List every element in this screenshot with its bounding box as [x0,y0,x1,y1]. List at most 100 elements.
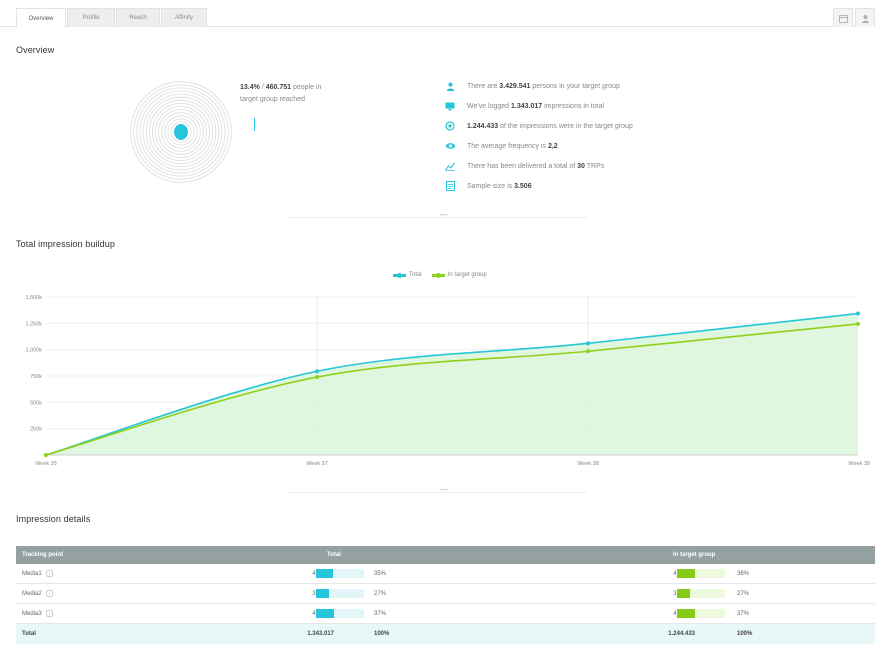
total-share-fill [316,589,330,598]
reach-ring [148,99,214,165]
row-target-percent: 36% [737,571,750,577]
collapse-handle[interactable]: ••• [440,213,448,219]
reach-ring [155,106,207,158]
y-tick-label: 1,250k [25,321,42,327]
row-total-percent: 27% [374,591,387,597]
reach-dot [174,124,188,140]
data-point-total[interactable] [856,311,860,316]
stat-sample-size: Sample size is 3.506 [444,180,532,192]
total-percent: 100% [374,631,390,637]
calendar-icon [838,14,848,23]
target-share-fill [677,569,695,578]
x-tick-label: Week 35 [35,461,57,467]
data-point-target[interactable] [856,321,860,326]
stat-text: Sample size is 3.506 [467,182,532,190]
tab-overview[interactable]: Overview [16,8,66,28]
reach-summary: 13.4% / 460.751 people in target group r… [240,82,340,106]
legend-item-total[interactable]: Total [393,272,422,278]
document-icon [444,180,456,192]
target-share-fill [677,609,695,618]
data-point-total[interactable] [586,341,590,346]
series-line-target [45,323,859,456]
reach-ring [133,84,229,180]
stat-text: We've logged 1.343.017 impressions in to… [467,102,605,110]
data-point-total[interactable] [315,369,319,374]
calendar-button[interactable] [833,8,853,27]
legend-swatch-target [431,272,445,278]
target-share-fill [677,589,691,598]
reach-ring [151,102,211,162]
stat-text: The average frequency is 2,2 [467,142,558,150]
row-target-percent: 37% [737,611,750,617]
tab-reach[interactable]: Reach [116,8,160,27]
stat-target-impressions: 1.244.433 of the impressions were in the… [444,120,633,132]
user-icon [861,14,869,23]
info-icon[interactable]: i [46,610,53,617]
reach-ring [167,118,195,146]
x-tick-label: Week 38 [577,461,599,467]
chart-legend: Total In target group [393,272,487,278]
reach-ring [145,96,217,168]
reach-count: 460.751 [265,84,292,91]
legend-swatch-total [393,272,406,278]
info-icon[interactable]: i [46,590,53,597]
reach-ring [164,115,198,149]
tab-bar: Overview Profile Reach Affinity [0,0,875,28]
total-share-bar [316,609,364,618]
reach-ring [139,90,223,174]
row-target-percent: 27% [737,591,750,597]
stat-frequency: The average frequency is 2,2 [444,140,558,152]
reach-ring [158,109,204,155]
target-icon [444,120,456,132]
reach-indicator [254,118,255,131]
user-button[interactable] [855,8,875,27]
header-in-target-group[interactable]: In target group [673,552,716,558]
row-total-percent: 37% [374,611,387,617]
reach-ring [136,87,226,177]
legend-item-target[interactable]: In target group [431,272,487,278]
legend-label-target: In target group [447,272,487,278]
row-total-percent: 35% [374,571,387,577]
y-tick-label: 250k [30,427,42,433]
tab-profile[interactable]: Profile [67,8,115,27]
target-share-bar [677,589,725,598]
monitor-icon [444,100,456,112]
tab-affinity[interactable]: Affinity [161,8,207,27]
eye-icon [444,140,456,152]
x-tick-label: Week 37 [306,461,328,467]
total-share-fill [316,609,334,618]
total-share-fill [316,569,334,578]
stat-text: There are 3.429.541 persons in your targ… [467,82,620,90]
table-total-row: Total 1.343.017 100% 1.244.433 100% [16,624,875,644]
reach-percent: 13.4% [240,84,260,91]
series-line-total [45,312,859,456]
impression-details-table: Tracking point Total In target group Med… [16,546,875,644]
section-divider [287,492,587,493]
row-tracking-point: Media1 [22,571,42,577]
reach-ring [130,81,232,183]
stat-trps: There has been delivered a total of 30 T… [444,160,604,172]
total-label: Total [22,631,36,637]
buildup-heading: Total impression buildup [16,239,115,249]
total-impressions: 1.343.017 [307,631,334,637]
header-total[interactable]: Total [327,552,341,558]
stat-text: There has been delivered a total of 30 T… [467,162,605,170]
impression-buildup-chart: 250k 500k 750k 1,000k 1,250k 1,500k Week 35 Wee… [25,295,870,467]
data-point-target[interactable] [44,453,48,457]
stat-text: 1.244.433 of the impressions were in the… [467,122,633,130]
collapse-handle[interactable]: ••• [440,488,448,494]
person-icon [444,80,456,92]
reach-rings-chart [130,81,232,183]
table-row: Media2i365.55127%332.27327% [16,584,875,604]
table-row: Media1i472.46635%454.65036% [16,564,875,584]
stat-impressions: We've logged 1.343.017 impressions in to… [444,100,604,112]
info-icon[interactable]: i [46,570,53,577]
reach-separator: / [259,84,266,91]
data-point-target[interactable] [315,375,319,380]
header-tracking-point[interactable]: Tracking point [22,552,64,558]
section-divider [287,217,587,218]
data-point-target[interactable] [586,349,590,354]
details-heading: Impression details [16,514,91,524]
stat-persons: There are 3.429.541 persons in your targ… [444,80,620,92]
total-target-percent: 100% [737,631,753,637]
